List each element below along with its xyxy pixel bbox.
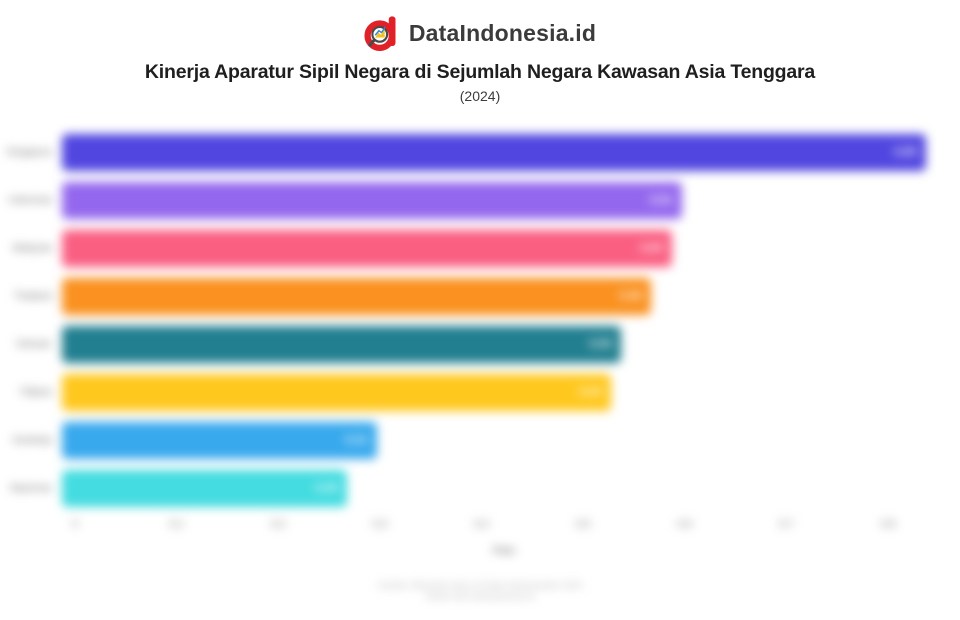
bar-singapura: 0,85 bbox=[62, 133, 926, 171]
x-tick: 0,7 bbox=[779, 518, 794, 530]
category-label: Thailand bbox=[13, 290, 52, 302]
value-label: 0,85 bbox=[894, 146, 917, 158]
x-tick: 0,5 bbox=[575, 518, 591, 530]
bar-filipina: 0,54 bbox=[62, 373, 611, 411]
category-label: Kamboja bbox=[12, 434, 52, 446]
bar-indonesia: 0,61 bbox=[62, 181, 682, 219]
chart-plot-area: Singapura 0,85 Indonesia 0,61 Malaysia 0… bbox=[0, 118, 960, 620]
bar-row-singapura: Singapura 0,85 bbox=[0, 128, 960, 176]
value-label: 0,61 bbox=[650, 194, 673, 206]
bar-row-malaysia: Malaysia 0,60 bbox=[0, 224, 960, 272]
category-label: Singapura bbox=[6, 146, 52, 158]
value-label: 0,55 bbox=[589, 338, 612, 350]
value-label: 0,60 bbox=[640, 242, 663, 254]
category-label: Vietnam bbox=[15, 338, 52, 350]
x-tick: 0,4 bbox=[474, 518, 489, 530]
x-tick: 0,1 bbox=[169, 518, 184, 530]
chart-subtitle: (2024) bbox=[459, 88, 501, 104]
x-axis: 0 0,1 0,2 0,3 0,4 0,5 0,6 0,7 0,8 bbox=[72, 518, 902, 538]
category-label: Filipina bbox=[20, 386, 52, 398]
bar-vietnam: 0,55 bbox=[62, 325, 621, 363]
category-label: Indonesia bbox=[8, 194, 52, 206]
category-label: Myanmar bbox=[10, 482, 52, 494]
x-tick: 0,8 bbox=[880, 518, 896, 530]
x-axis-label: Poin bbox=[492, 545, 516, 557]
dataindonesia-logo-icon bbox=[364, 16, 396, 51]
bar-kamboja: 0,31 bbox=[62, 421, 377, 459]
category-label: Malaysia bbox=[12, 242, 52, 254]
value-label: 0,58 bbox=[619, 290, 642, 302]
bar-malaysia: 0,60 bbox=[62, 229, 672, 267]
bar-row-filipina: Filipina 0,54 bbox=[0, 368, 960, 416]
source-line-1: Sumber: Blavatnik Index of Public Admini… bbox=[377, 580, 583, 590]
value-label: 0,54 bbox=[579, 386, 602, 398]
bar-row-thailand: Thailand 0,58 bbox=[0, 272, 960, 320]
bar-row-kamboja: Kamboja 0,31 bbox=[0, 416, 960, 464]
value-label: 0,31 bbox=[345, 434, 368, 446]
bar-row-indonesia: Indonesia 0,61 bbox=[0, 176, 960, 224]
brand-name: DataIndonesia.id bbox=[408, 19, 597, 46]
x-tick: 0,3 bbox=[372, 518, 388, 530]
bar-row-vietnam: Vietnam 0,55 bbox=[0, 320, 960, 368]
x-tick: 0,6 bbox=[677, 518, 693, 530]
value-label: 0,28 bbox=[315, 482, 338, 494]
bar-thailand: 0,58 bbox=[62, 277, 651, 315]
bar-myanmar: 0,28 bbox=[62, 469, 347, 507]
brand-header: DataIndonesia.id bbox=[0, 0, 960, 51]
bar-row-myanmar: Myanmar 0,28 bbox=[0, 464, 960, 512]
x-tick: 0 bbox=[72, 518, 78, 530]
chart-title: Kinerja Aparatur Sipil Negara di Sejumla… bbox=[144, 61, 816, 83]
source-line-2: Diolah oleh DataIndonesia.id bbox=[425, 591, 535, 601]
source-note: Sumber: Blavatnik Index of Public Admini… bbox=[0, 580, 960, 602]
x-tick: 0,2 bbox=[270, 518, 286, 530]
bar-rows: Singapura 0,85 Indonesia 0,61 Malaysia 0… bbox=[0, 128, 960, 512]
